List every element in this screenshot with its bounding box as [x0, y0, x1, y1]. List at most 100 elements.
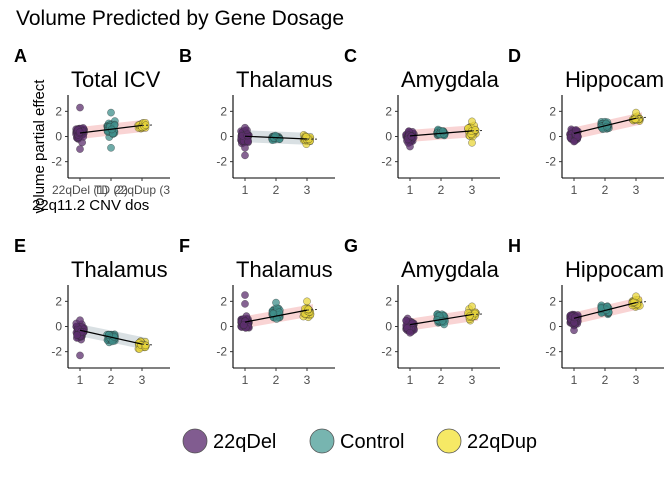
- point-outlier: [632, 292, 640, 301]
- point-outlier: [468, 302, 476, 311]
- panel-title: Amygdala: [401, 67, 500, 92]
- point-dup: [304, 305, 313, 314]
- x-tick-label: 22qDel (1): [52, 183, 108, 197]
- fit-line: [573, 117, 637, 134]
- panel-d: D Hippocam -2 0 2 1 2 3: [508, 46, 664, 197]
- x-tick-label: 3: [633, 183, 640, 197]
- point-outlier: [272, 298, 280, 307]
- y-tick-label: -2: [545, 345, 556, 359]
- legend-item-22qdup: 22qDup: [436, 428, 537, 454]
- legend-item-22qdel: 22qDel: [182, 428, 276, 454]
- panel-title: Thalamus: [236, 257, 333, 282]
- panel-title: Amygdala: [401, 257, 500, 282]
- y-tick-label: -2: [381, 345, 392, 359]
- panel-a: A Total ICV -2 0 2 22qDel (1)TD (2)22qDup (3 v…: [14, 46, 170, 214]
- fit-line: [79, 124, 143, 134]
- panel-title: Hippocam: [565, 257, 664, 282]
- x-tick-label: 1: [77, 373, 84, 387]
- panel-letter: F: [179, 236, 190, 256]
- y-tick-label: 0: [220, 320, 227, 334]
- y-axis-title: volume partial effect: [31, 79, 48, 214]
- point-outlier: [107, 143, 115, 152]
- point-outlier: [241, 291, 249, 299]
- fit-line-ext: [635, 116, 647, 119]
- legend-label: 22qDel: [213, 431, 276, 453]
- point-outlier: [76, 145, 84, 153]
- point-control: [603, 122, 611, 131]
- y-tick-label: 0: [220, 130, 227, 144]
- x-tick-label: 1: [242, 373, 249, 387]
- panel-f: F Thalamus -2 0 2 1 2 3: [179, 236, 335, 387]
- point-outlier: [632, 108, 640, 117]
- point-del: [239, 321, 248, 329]
- point-dup: [471, 126, 480, 134]
- fit-line-ext: [635, 301, 647, 304]
- x-tick-label: 1: [407, 183, 414, 197]
- point-outlier: [570, 137, 578, 146]
- y-tick-label: 0: [549, 320, 556, 334]
- fit-line: [244, 309, 308, 323]
- y-tick-label: 0: [385, 320, 392, 334]
- legend-label: Control: [340, 431, 404, 453]
- panel-title: Thalamus: [236, 67, 333, 92]
- panel-title: Hippocam: [565, 67, 664, 92]
- point-outlier: [468, 138, 476, 147]
- y-tick-label: -2: [545, 155, 556, 169]
- point-outlier: [241, 151, 249, 160]
- x-tick-label: 22qDup (3: [114, 183, 170, 197]
- x-tick-label: 2: [438, 183, 445, 197]
- y-tick-label: 0: [55, 130, 62, 144]
- legend-swatch: [309, 428, 335, 454]
- legend: 22qDel Control 22qDup: [182, 428, 537, 454]
- x-tick-label: 3: [139, 373, 146, 387]
- point-outlier: [570, 326, 578, 335]
- x-tick-label: 3: [304, 183, 311, 197]
- panel-title: Thalamus: [71, 257, 168, 282]
- panel-c: C Amygdala -2 0 2 1 2 3: [344, 46, 500, 197]
- data-points: [237, 291, 315, 332]
- x-tick-label: 2: [602, 183, 609, 197]
- point-outlier: [107, 108, 115, 117]
- point-outlier: [406, 328, 414, 337]
- y-tick-label: -2: [216, 345, 227, 359]
- y-tick-label: 0: [55, 320, 62, 334]
- x-tick-label: 1: [571, 373, 578, 387]
- panel-letter: E: [14, 236, 26, 256]
- x-tick-label: 3: [633, 373, 640, 387]
- data-points: [566, 292, 644, 335]
- y-tick-label: -2: [381, 155, 392, 169]
- fit-line: [573, 302, 637, 319]
- y-tick-label: 0: [549, 130, 556, 144]
- fit-line: [244, 135, 308, 140]
- point-dup: [141, 341, 150, 350]
- point-del: [73, 331, 81, 340]
- panel-h: H Hippocam -2 0 2 1 2 3: [508, 236, 664, 387]
- y-tick-label: 2: [220, 104, 227, 118]
- x-axis-title: 22q11.2 CNV dos: [32, 197, 149, 214]
- y-tick-label: 2: [55, 294, 62, 308]
- x-tick-label: 1: [407, 373, 414, 387]
- y-tick-label: 2: [549, 294, 556, 308]
- point-outlier: [303, 297, 311, 306]
- point-control: [438, 316, 447, 325]
- point-outlier: [76, 351, 84, 360]
- point-outlier: [406, 142, 414, 151]
- x-tick-label: TD (2): [94, 183, 128, 197]
- panel-e: E Thalamus -2 0 2 1 2 3: [14, 236, 170, 387]
- panel-letter: D: [508, 46, 521, 66]
- x-tick-label: 1: [571, 183, 578, 197]
- panel-letter: B: [179, 46, 192, 66]
- fit-line-ext: [306, 308, 318, 311]
- y-tick-label: -2: [51, 345, 62, 359]
- y-tick-label: 2: [385, 294, 392, 308]
- point-outlier: [468, 117, 476, 126]
- legend-swatch: [182, 428, 208, 454]
- y-tick-label: 2: [55, 104, 62, 118]
- point-del: [402, 316, 410, 325]
- y-tick-label: 2: [220, 294, 227, 308]
- x-tick-label: 3: [304, 373, 311, 387]
- point-outlier: [241, 300, 249, 308]
- x-tick-label: 2: [438, 373, 445, 387]
- y-tick-label: -2: [51, 155, 62, 169]
- fit-line-ext: [141, 343, 153, 346]
